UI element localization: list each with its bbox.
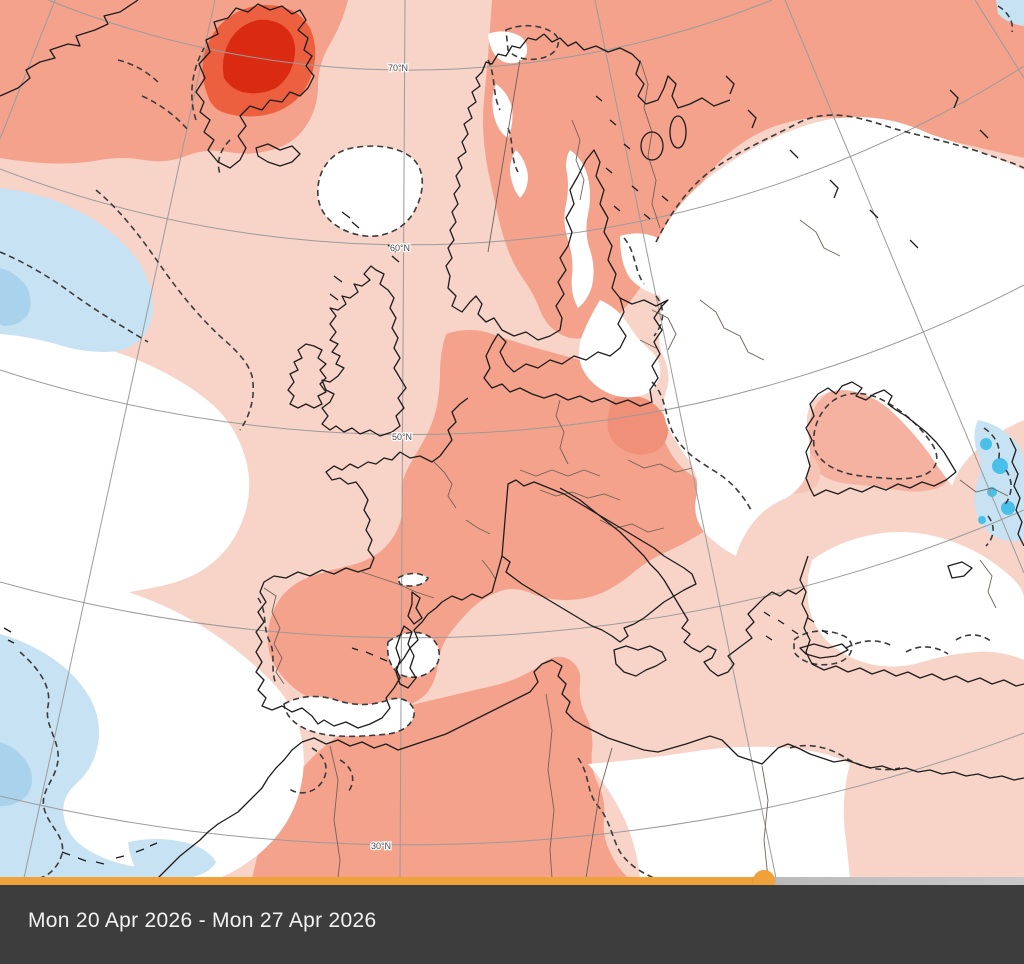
grid-label-30n: 30°N	[371, 841, 391, 851]
date-range-footer: Mon 20 Apr 2026 - Mon 27 Apr 2026	[0, 885, 1024, 964]
timeline-progress-fill	[0, 877, 764, 885]
grid-label-50n: 50°N	[392, 432, 412, 442]
anomaly-contours	[0, 5, 1024, 878]
graticule	[0, 0, 1024, 878]
date-range-label: Mon 20 Apr 2026 - Mon 27 Apr 2026	[28, 909, 377, 932]
anomaly-shading	[0, 0, 1024, 878]
europe-anomaly-map: 70°N 60°N 50°N 30°N	[0, 0, 1024, 878]
graticule-labels: 70°N 60°N 50°N 30°N	[370, 62, 414, 853]
grid-label-70n: 70°N	[388, 63, 408, 73]
country-borders	[263, 59, 1009, 878]
grid-label-60n: 60°N	[390, 243, 410, 253]
anomaly-map-svg: 70°N 60°N 50°N 30°N	[0, 0, 1024, 878]
coastlines	[0, 0, 1024, 878]
